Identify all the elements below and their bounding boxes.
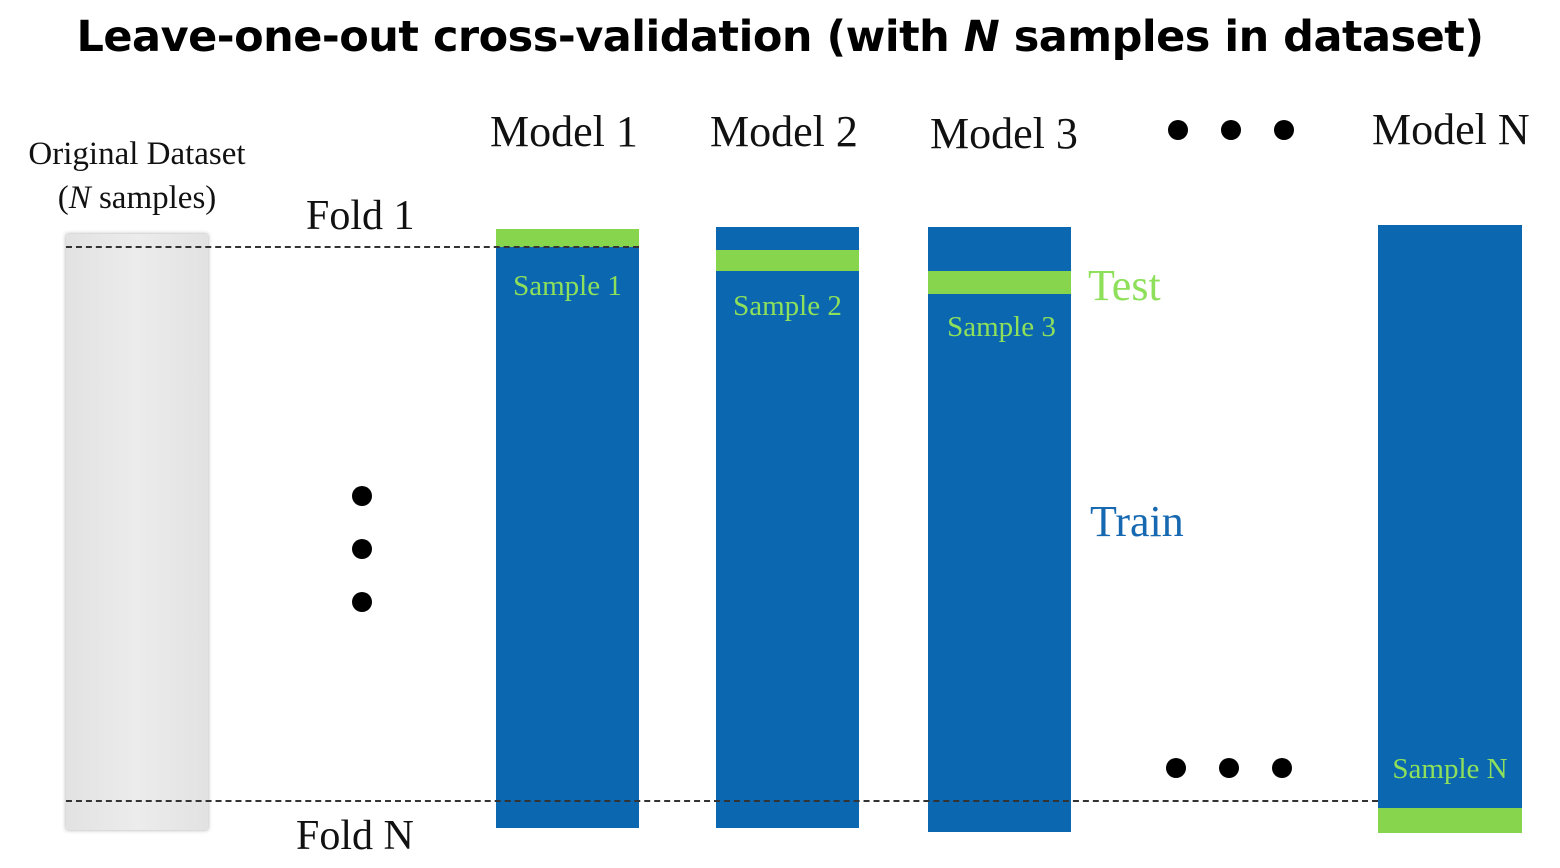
paren-open: ( xyxy=(57,180,69,216)
model-1-train-bar xyxy=(496,246,639,828)
vertical-ellipsis-dot xyxy=(352,592,372,612)
legend-train-label: Train xyxy=(1090,497,1184,546)
ellipsis-dot xyxy=(1219,758,1239,778)
ellipsis-dot xyxy=(1272,758,1292,778)
model-n-test-segment xyxy=(1378,808,1522,833)
model-3-label: Model 3 xyxy=(930,109,1078,158)
italic-n: N xyxy=(68,180,91,216)
model-2-sample-label: Sample 2 xyxy=(733,290,842,322)
original-dataset-line1: Original Dataset xyxy=(28,136,246,172)
fold-1-label: Fold 1 xyxy=(306,193,415,239)
vertical-ellipsis-dot xyxy=(352,539,372,559)
fold-n-dashed-line xyxy=(66,800,1378,802)
model-1-sample-label: Sample 1 xyxy=(513,270,622,302)
model-2-train-bar xyxy=(716,227,859,828)
model-2-label: Model 2 xyxy=(710,107,858,156)
model-2-test-segment xyxy=(716,250,859,271)
model-1-test-segment xyxy=(496,229,639,247)
vertical-ellipsis-dot xyxy=(352,486,372,506)
original-dataset-label: Original Dataset (N samples) xyxy=(6,132,268,220)
ellipsis-dot xyxy=(1274,120,1294,140)
title-italic-n: N xyxy=(963,12,1000,62)
model-3-train-bar xyxy=(928,227,1071,832)
fold-1-dashed-line xyxy=(66,246,639,248)
model-1-label: Model 1 xyxy=(490,107,638,156)
ellipsis-dot xyxy=(1221,120,1241,140)
ellipsis-dot xyxy=(1168,120,1188,140)
legend-test-label: Test xyxy=(1088,261,1161,310)
ellipsis-dot xyxy=(1166,758,1186,778)
model-3-sample-label: Sample 3 xyxy=(947,311,1056,343)
original-dataset-line2: (N samples) xyxy=(6,176,268,220)
fold-n-label: Fold N xyxy=(296,813,414,859)
title-text-before: Leave-one-out cross-validation (with xyxy=(76,12,964,62)
samples-text: samples) xyxy=(90,180,217,216)
model-3-test-segment xyxy=(928,271,1071,294)
model-n-train-bar xyxy=(1378,225,1522,809)
diagram-title: Leave-one-out cross-validation (with N s… xyxy=(0,12,1560,62)
model-n-sample-label: Sample N xyxy=(1392,753,1508,785)
original-dataset-bar xyxy=(66,234,208,830)
title-text-after: samples in dataset) xyxy=(999,12,1484,62)
model-n-label: Model N xyxy=(1372,105,1530,154)
